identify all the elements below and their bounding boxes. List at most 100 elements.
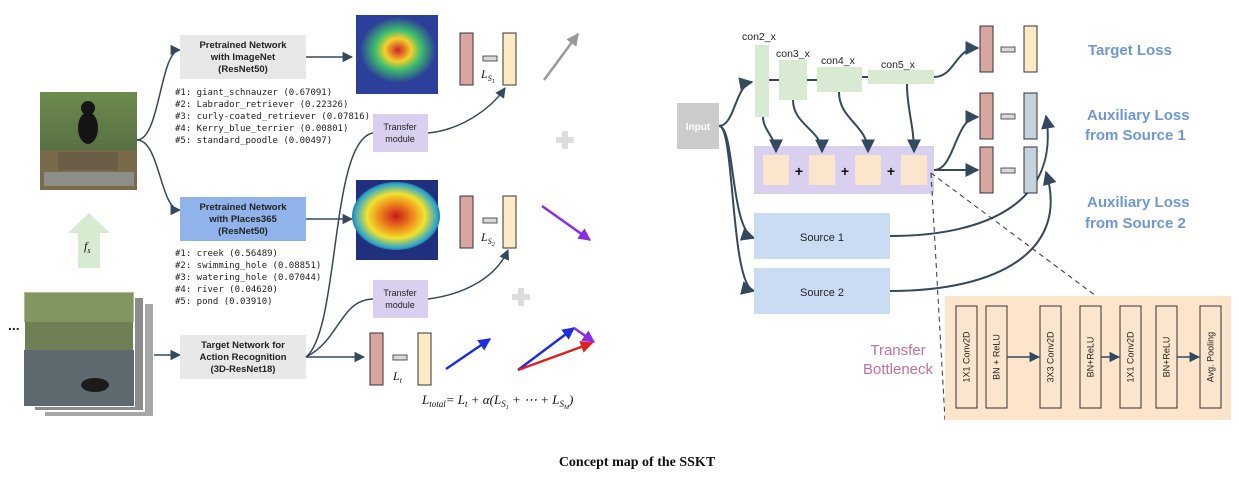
total-loss-formula: Ltotal= Lt + α(LS1 + ⋯ + LSM) <box>421 392 573 411</box>
svg-text:con2_x: con2_x <box>742 31 777 43</box>
svg-text:#2: Labrador_retriever (0.2232: #2: Labrador_retriever (0.22326) <box>175 100 348 110</box>
svg-text:LS2: LS2 <box>480 230 495 248</box>
edge-con3-sum <box>792 99 829 154</box>
svg-text:Pretrained Network: Pretrained Network <box>199 202 287 213</box>
edge-con5-sum <box>906 83 921 154</box>
source2-box: Source 2 <box>754 268 890 314</box>
bottleneck-layers: 1X1 Conv2D BN + ReLU 3X3 Conv2D BN+ReLU 1X1 … <box>955 305 1222 409</box>
svg-text:Target Network for: Target Network for <box>201 340 285 351</box>
edge-photo-imagenet <box>136 44 182 141</box>
svg-text:con5_x: con5_x <box>881 59 916 71</box>
svg-text:(ResNet50): (ResNet50) <box>218 226 268 237</box>
edge-tm2-fs2 <box>427 249 510 300</box>
frames-ellipsis: ... <box>8 317 20 333</box>
bottleneck-layer-box <box>1039 305 1062 409</box>
video-frames <box>23 291 155 418</box>
edge-tm1-fs1 <box>427 87 506 134</box>
edge-source1-aux1 <box>889 114 1055 237</box>
features-s2: LS2 <box>459 195 517 249</box>
edge-con5-target <box>933 41 980 78</box>
up-arrow: fs <box>68 213 110 268</box>
svg-text:+: + <box>887 163 895 179</box>
svg-text:(3D-ResNet18): (3D-ResNet18) <box>211 364 276 375</box>
svg-text:con4_x: con4_x <box>821 55 856 67</box>
svg-text:Auxiliary Loss: Auxiliary Loss <box>1087 194 1190 211</box>
svg-text:module: module <box>385 134 415 144</box>
vector-sum <box>517 326 596 372</box>
svg-text:Auxiliary Loss: Auxiliary Loss <box>1087 107 1190 124</box>
svg-text:from Source 1: from Source 1 <box>1085 127 1186 144</box>
input-box: Input <box>677 103 719 149</box>
plus-icon <box>556 131 574 149</box>
dog-photo <box>40 92 137 190</box>
aux2-loss-rects <box>979 146 1038 194</box>
bottleneck-layer-label: 1X1 Conv2D <box>962 331 972 383</box>
svg-text:Action Recognition: Action Recognition <box>199 352 286 363</box>
stage-con3: con3_x <box>776 48 811 100</box>
svg-text:con3_x: con3_x <box>776 48 811 60</box>
svg-text:Lt: Lt <box>392 369 403 385</box>
svg-text:#4: Kerry_blue_terrier (0.0080: #4: Kerry_blue_terrier (0.00801) <box>175 124 348 134</box>
bottleneck-layer-label: Avg. Pooling <box>1206 332 1216 382</box>
svg-text:#5: pond (0.03910): #5: pond (0.03910) <box>175 297 273 307</box>
edge-input-source1 <box>718 125 756 241</box>
source1-box: Source 1 <box>754 213 890 259</box>
svg-text:with ImageNet: with ImageNet <box>210 52 276 63</box>
edge-source2-aux2 <box>889 170 1057 292</box>
heatmap-places <box>352 180 440 260</box>
bottleneck-layer-label: BN+ReLU <box>1162 337 1172 378</box>
features-t: Lt <box>369 332 432 386</box>
svg-text:+: + <box>841 163 849 179</box>
purple-vector <box>541 204 592 242</box>
places-predictions: #1: creek (0.56489) #2: swimming_hole (0… <box>175 249 321 307</box>
bottleneck-layer-label: BN + ReLU <box>992 334 1002 380</box>
features-s1: LS1 <box>459 32 517 86</box>
figure-caption: Concept map of the SSKT <box>559 455 716 470</box>
places-network-box: Pretrained Network with Places365 (ResNe… <box>180 197 306 241</box>
edge-target-tm1 <box>305 132 374 358</box>
svg-text:Transfer: Transfer <box>870 342 925 359</box>
svg-text:Transfer: Transfer <box>383 122 416 132</box>
blue-vector <box>445 337 492 371</box>
feature-sum-strip: + + + <box>754 146 934 194</box>
svg-text:#2: swimming_hole (0.08851): #2: swimming_hole (0.08851) <box>175 261 321 271</box>
plus-icon <box>512 288 530 306</box>
bottleneck-layer-label: BN+ReLU <box>1086 337 1096 378</box>
bottleneck-layer-box <box>1119 305 1142 409</box>
transfer-module-2: Transfer module <box>373 280 428 318</box>
svg-text:#4: river (0.04620): #4: river (0.04620) <box>175 285 278 295</box>
svg-text:(ResNet50): (ResNet50) <box>218 64 268 75</box>
aux1-loss-rects <box>979 92 1038 140</box>
heatmap-imagenet <box>356 15 438 94</box>
svg-text:with Places365: with Places365 <box>208 214 277 225</box>
svg-text:#3: watering_hole (0.07044): #3: watering_hole (0.07044) <box>175 273 321 283</box>
svg-text:Bottleneck: Bottleneck <box>863 361 934 378</box>
edge-con4-sum <box>838 91 875 154</box>
svg-text:#3: curly-coated_retriever (0.: #3: curly-coated_retriever (0.07816) <box>175 112 370 122</box>
dashed-zoom-right <box>930 172 1097 297</box>
stage-con4: con4_x <box>817 55 862 92</box>
svg-text:Input: Input <box>686 122 711 133</box>
bottleneck-layer-label: 1X1 Conv2D <box>1126 331 1136 383</box>
imagenet-network-box: Pretrained Network with ImageNet (ResNet… <box>180 35 306 79</box>
bottleneck-layer-box <box>955 305 978 409</box>
svg-text:#5: standard_poodle (0.00497): #5: standard_poodle (0.00497) <box>175 136 332 146</box>
bottleneck-label: Transfer Bottleneck <box>863 342 934 378</box>
edge-target-tm2 <box>305 298 374 358</box>
svg-text:LS1: LS1 <box>480 67 495 85</box>
edge-con2-sum <box>762 116 783 154</box>
svg-text:Source 2: Source 2 <box>800 287 844 299</box>
stage-con5: con5_x <box>868 59 934 84</box>
edge-input-source2 <box>718 125 756 295</box>
imagenet-predictions: #1: giant_schnauzer (0.67091) #2: Labrad… <box>175 88 370 146</box>
svg-text:module: module <box>385 300 415 310</box>
bottleneck-layer-label: 3X3 Conv2D <box>1046 331 1056 383</box>
edge-sum-aux1 <box>933 110 980 171</box>
target-loss-rects <box>979 25 1038 73</box>
svg-text:Source 1: Source 1 <box>800 232 844 244</box>
svg-text:#1: giant_schnauzer (0.67091): #1: giant_schnauzer (0.67091) <box>175 88 332 98</box>
svg-text:#1: creek (0.56489): #1: creek (0.56489) <box>175 249 278 259</box>
gray-vector <box>542 32 580 81</box>
stage-con2: con2_x <box>742 31 777 117</box>
